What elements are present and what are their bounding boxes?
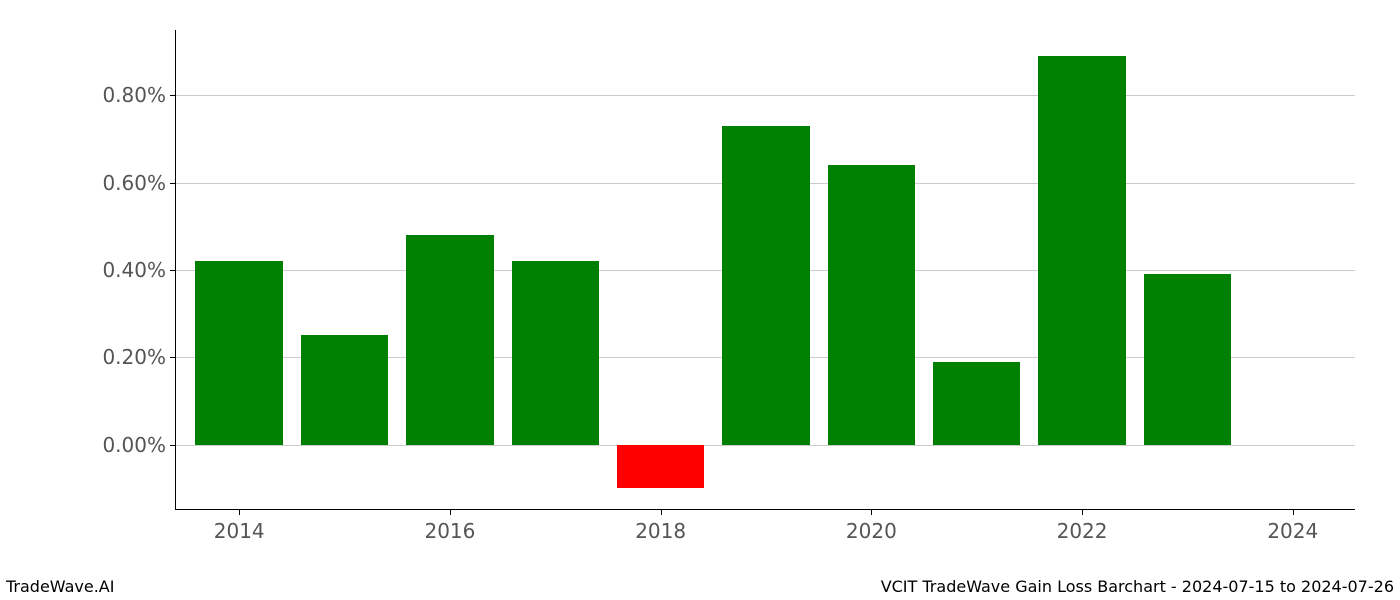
ytick-label: 0.80%	[102, 83, 176, 107]
footer-right-text: VCIT TradeWave Gain Loss Barchart - 2024…	[881, 577, 1394, 596]
xtick-label: 2022	[1057, 509, 1108, 543]
chart-stage: 0.00% 0.20% 0.40% 0.60% 0.80% 2014 2016 2018 202…	[0, 0, 1400, 600]
footer-left-text: TradeWave.AI	[6, 577, 114, 596]
plot-area: 0.00%0.20%0.40%0.60%0.80%201420162018202…	[175, 30, 1355, 510]
xtick-label: 2014	[214, 509, 265, 543]
bar	[617, 445, 704, 489]
bar	[1144, 274, 1231, 444]
bar	[828, 165, 915, 444]
ytick-label: 0.00%	[102, 433, 176, 457]
xtick-label: 2018	[635, 509, 686, 543]
ytick-label: 0.20%	[102, 345, 176, 369]
xtick-label: 2024	[1267, 509, 1318, 543]
bar	[1038, 56, 1125, 444]
bar	[512, 261, 599, 444]
xtick-label: 2016	[424, 509, 475, 543]
bar	[195, 261, 282, 444]
gridline-y	[176, 95, 1355, 96]
ytick-label: 0.60%	[102, 171, 176, 195]
bar	[722, 126, 809, 445]
bar	[301, 335, 388, 444]
xtick-label: 2020	[846, 509, 897, 543]
ytick-label: 0.40%	[102, 258, 176, 282]
gridline-y	[176, 445, 1355, 446]
bar	[406, 235, 493, 444]
bar	[933, 362, 1020, 445]
